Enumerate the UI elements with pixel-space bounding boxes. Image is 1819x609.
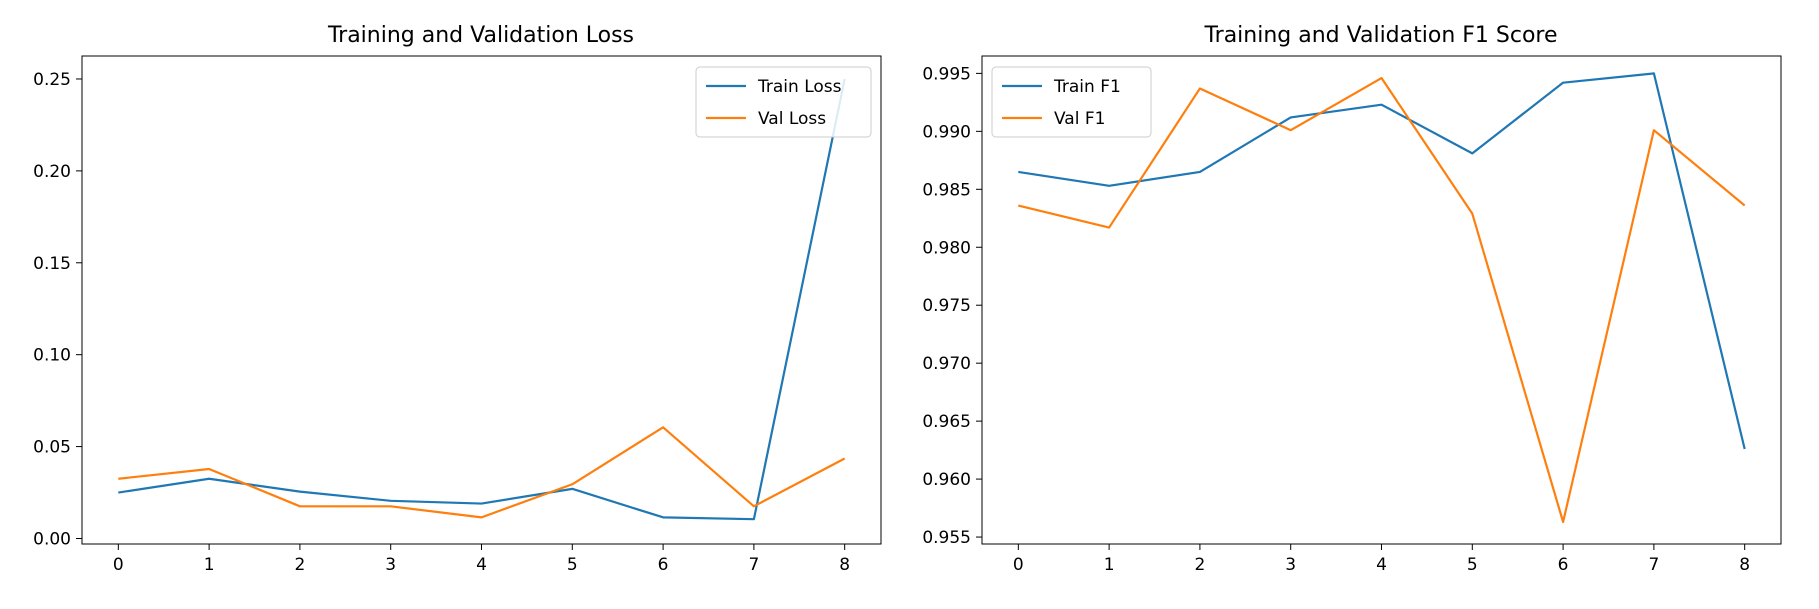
loss-chart-title: Training and Validation Loss xyxy=(327,23,634,48)
loss-y-tick-label: 0.10 xyxy=(33,346,71,366)
f1-y-tick-label: 0.960 xyxy=(922,470,971,490)
f1-x-tick-label: 2 xyxy=(1194,555,1205,575)
f1-x-tick-label: 4 xyxy=(1376,555,1387,575)
f1-legend: Train F1 Val F1 xyxy=(991,66,1152,138)
loss-x-tick-label: 7 xyxy=(748,555,759,575)
loss-legend-label: Val Loss xyxy=(758,109,826,129)
loss-x-tick-label: 5 xyxy=(567,555,578,575)
loss-series-line-train-loss xyxy=(118,78,846,521)
loss-x-tick-label: 6 xyxy=(658,555,669,575)
f1-y-tick-label: 0.995 xyxy=(922,64,971,84)
f1-x-tick-label: 3 xyxy=(1285,555,1296,575)
loss-series-line-val-loss xyxy=(118,426,846,519)
loss-y-tick-label: 0.05 xyxy=(33,438,71,458)
loss-chart: Training and Validation Loss 0 1 2 3 4 5 6 7 8 0.… xyxy=(33,23,882,575)
loss-legend-label: Train Loss xyxy=(757,77,842,97)
f1-x-tick-label: 1 xyxy=(1104,555,1115,575)
loss-y-tick-label: 0.00 xyxy=(33,529,71,549)
f1-x-tick-label: 7 xyxy=(1648,555,1659,575)
f1-x-tick-label: 0 xyxy=(1013,555,1024,575)
f1-y-tick-label: 0.965 xyxy=(922,412,971,432)
loss-legend: Train Loss Val Loss xyxy=(695,66,872,138)
loss-x-tick-label: 4 xyxy=(476,555,487,575)
f1-x-tick-label: 8 xyxy=(1739,555,1750,575)
f1-chart-title: Training and Validation F1 Score xyxy=(1203,23,1557,48)
loss-chart-plot-area: 0 1 2 3 4 5 6 7 8 0.00 0.05 0.10 0.15 0.20 0.25 Train L… xyxy=(33,55,882,575)
f1-legend-label: Val F1 xyxy=(1054,109,1105,129)
f1-chart-plot-area: 0 1 2 3 4 5 6 7 8 0.955 0.960 0.965 0.970 0.975 0.980 0… xyxy=(922,55,1782,575)
f1-y-tick-label: 0.985 xyxy=(922,180,971,200)
f1-series-line-val-f1 xyxy=(1018,76,1746,524)
f1-y-tick-label: 0.970 xyxy=(922,354,971,374)
f1-chart: Training and Validation F1 Score 0 1 2 3 4 5 6… xyxy=(922,23,1782,575)
loss-legend-box xyxy=(695,66,872,138)
f1-y-tick-label: 0.990 xyxy=(922,122,971,142)
f1-y-tick-label: 0.980 xyxy=(922,238,971,258)
f1-x-tick-label: 6 xyxy=(1558,555,1569,575)
f1-y-tick-label: 0.955 xyxy=(922,528,971,548)
f1-legend-label: Train F1 xyxy=(1053,77,1121,97)
loss-y-tick-label: 0.25 xyxy=(33,70,71,90)
loss-y-tick-label: 0.20 xyxy=(33,162,71,182)
loss-x-tick-label: 2 xyxy=(294,555,305,575)
loss-y-tick-label: 0.15 xyxy=(33,254,71,274)
loss-x-tick-label: 0 xyxy=(113,555,124,575)
f1-y-tick-label: 0.975 xyxy=(922,296,971,316)
loss-x-tick-label: 3 xyxy=(385,555,396,575)
f1-x-tick-label: 5 xyxy=(1467,555,1478,575)
f1-legend-box xyxy=(991,66,1152,138)
loss-x-tick-label: 8 xyxy=(839,555,850,575)
loss-x-tick-label: 1 xyxy=(204,555,215,575)
